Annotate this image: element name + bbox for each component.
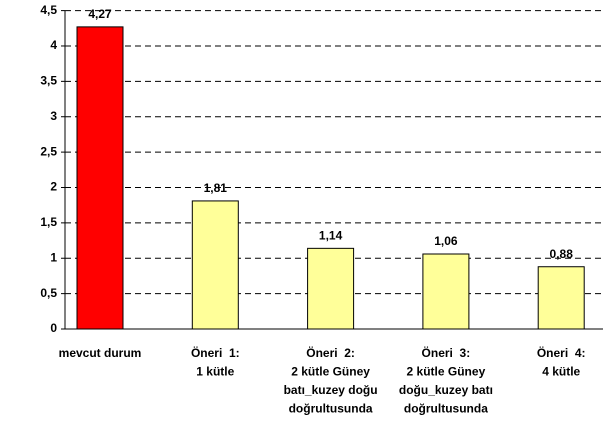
y-tick-label: 0 bbox=[50, 321, 57, 335]
x-tick-label: Öneri 4: 4 kütle bbox=[537, 345, 586, 379]
y-tick-label: 2,5 bbox=[40, 144, 57, 158]
y-tick-label: 2 bbox=[50, 180, 57, 194]
data-label: 1,06 bbox=[434, 234, 458, 248]
data-label: 1,81 bbox=[204, 181, 228, 195]
y-tick-label: 3,5 bbox=[40, 74, 57, 88]
x-tick-label: Öneri 2: 2 kütle Güney batı_kuzey doğu doğr… bbox=[284, 345, 378, 416]
bar bbox=[191, 200, 239, 330]
y-tick-label: 3 bbox=[50, 109, 57, 123]
y-tick-label: 4,5 bbox=[40, 3, 57, 17]
data-label: 0,88 bbox=[550, 247, 574, 261]
bar bbox=[307, 247, 355, 330]
bar bbox=[76, 26, 124, 330]
bar bbox=[422, 253, 470, 330]
bar bbox=[537, 266, 585, 330]
x-tick-label: Öneri 1: 1 kütle bbox=[191, 345, 240, 379]
y-tick-label: 4 bbox=[50, 38, 57, 52]
y-tick-label: 1,5 bbox=[40, 215, 57, 229]
y-tick-label: 1 bbox=[50, 250, 57, 264]
x-tick-label: Öneri 3: 2 kütle Güney doğu_kuzey batı doğr… bbox=[399, 345, 493, 416]
data-label: 1,14 bbox=[319, 229, 343, 243]
y-tick-label: 0,5 bbox=[40, 286, 57, 300]
data-label: 4,27 bbox=[88, 7, 112, 21]
x-tick-label: mevcut durum bbox=[59, 346, 142, 360]
